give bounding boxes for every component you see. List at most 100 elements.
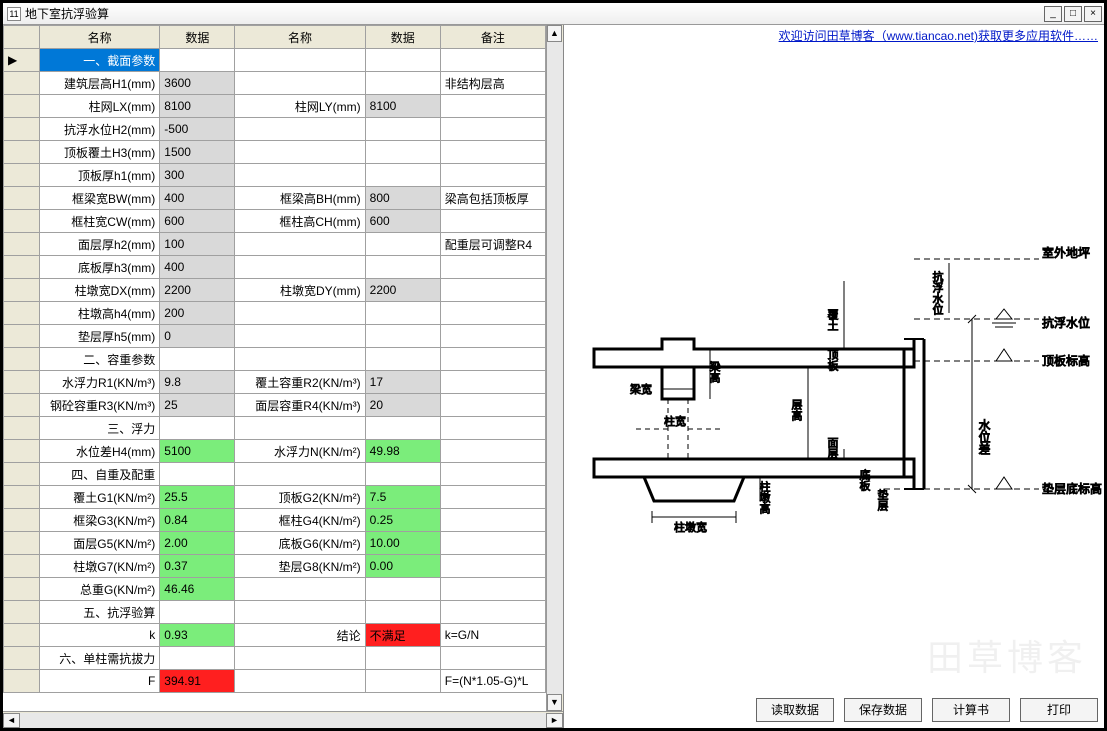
cell-remark[interactable]	[440, 118, 545, 141]
cell-data1[interactable]	[160, 601, 235, 624]
cell-name2[interactable]: 顶板G2(KN/m²)	[235, 486, 365, 509]
table-row[interactable]: 垫层厚h5(mm)0	[4, 325, 546, 348]
table-row[interactable]: 柱墩高h4(mm)200	[4, 302, 546, 325]
cell-data1[interactable]: 394.91	[160, 670, 235, 693]
cell-data2[interactable]	[365, 49, 440, 72]
cell-remark[interactable]	[440, 417, 545, 440]
cell-name2[interactable]	[235, 302, 365, 325]
cell-name1[interactable]: 框梁宽BW(mm)	[40, 187, 160, 210]
cell-remark[interactable]: F=(N*1.05-G)*L	[440, 670, 545, 693]
cell-name2[interactable]	[235, 670, 365, 693]
cell-data2[interactable]	[365, 463, 440, 486]
cell-name2[interactable]	[235, 348, 365, 371]
cell-data2[interactable]: 2200	[365, 279, 440, 302]
table-row[interactable]: 三、浮力	[4, 417, 546, 440]
cell-name1[interactable]: 柱墩G7(KN/m²)	[40, 555, 160, 578]
cell-name1[interactable]: 水浮力R1(KN/m³)	[40, 371, 160, 394]
cell-data1[interactable]: 25.5	[160, 486, 235, 509]
table-row[interactable]: 五、抗浮验算	[4, 601, 546, 624]
cell-data2[interactable]: 49.98	[365, 440, 440, 463]
cell-data1[interactable]	[160, 348, 235, 371]
cell-data1[interactable]: 0.37	[160, 555, 235, 578]
cell-data1[interactable]: 100	[160, 233, 235, 256]
cell-remark[interactable]	[440, 141, 545, 164]
cell-name2[interactable]: 框柱高CH(mm)	[235, 210, 365, 233]
cell-remark[interactable]	[440, 601, 545, 624]
titlebar[interactable]: 11 地下室抗浮验算 _ □ ×	[3, 3, 1104, 25]
cell-name1[interactable]: 面层厚h2(mm)	[40, 233, 160, 256]
table-row[interactable]: ▶一、截面参数	[4, 49, 546, 72]
cell-name2[interactable]	[235, 578, 365, 601]
cell-name2[interactable]: 柱网LY(mm)	[235, 95, 365, 118]
cell-data2[interactable]: 20	[365, 394, 440, 417]
cell-name2[interactable]	[235, 417, 365, 440]
cell-data2[interactable]: 0.00	[365, 555, 440, 578]
scroll-right-icon[interactable]: ►	[546, 713, 563, 728]
cell-name2[interactable]	[235, 647, 365, 670]
cell-name2[interactable]: 框柱G4(KN/m²)	[235, 509, 365, 532]
cell-name2[interactable]	[235, 141, 365, 164]
cell-data1[interactable]: 600	[160, 210, 235, 233]
cell-data2[interactable]: 17	[365, 371, 440, 394]
cell-data2[interactable]	[365, 118, 440, 141]
cell-data1[interactable]: 25	[160, 394, 235, 417]
table-row[interactable]: 钢砼容重R3(KN/m³)25面层容重R4(KN/m³)20	[4, 394, 546, 417]
cell-name1[interactable]: 柱墩高h4(mm)	[40, 302, 160, 325]
table-row[interactable]: 水浮力R1(KN/m³)9.8覆土容重R2(KN/m³)17	[4, 371, 546, 394]
scroll-left-icon[interactable]: ◄	[3, 713, 20, 728]
cell-name1[interactable]: 三、浮力	[40, 417, 160, 440]
cell-name2[interactable]: 框梁高BH(mm)	[235, 187, 365, 210]
col-header-name2[interactable]: 名称	[235, 26, 365, 49]
table-row[interactable]: k0.93结论不满足k=G/N	[4, 624, 546, 647]
table-row[interactable]: 总重G(KN/m²)46.46	[4, 578, 546, 601]
cell-name1[interactable]: 一、截面参数	[40, 49, 160, 72]
cell-remark[interactable]	[440, 463, 545, 486]
cell-data2[interactable]	[365, 233, 440, 256]
cell-name1[interactable]: 总重G(KN/m²)	[40, 578, 160, 601]
cell-data2[interactable]	[365, 578, 440, 601]
cell-data2[interactable]	[365, 256, 440, 279]
table-row[interactable]: 建筑层高H1(mm)3600非结构层高	[4, 72, 546, 95]
table-row[interactable]: 柱网LX(mm)8100柱网LY(mm)8100	[4, 95, 546, 118]
cell-data1[interactable]	[160, 49, 235, 72]
cell-remark[interactable]: 配重层可调整R4	[440, 233, 545, 256]
cell-remark[interactable]	[440, 95, 545, 118]
cell-remark[interactable]	[440, 348, 545, 371]
table-row[interactable]: 顶板厚h1(mm)300	[4, 164, 546, 187]
cell-remark[interactable]	[440, 647, 545, 670]
col-header-data2[interactable]: 数据	[365, 26, 440, 49]
table-row[interactable]: 柱墩G7(KN/m²)0.37垫层G8(KN/m²)0.00	[4, 555, 546, 578]
cell-name2[interactable]: 水浮力N(KN/m²)	[235, 440, 365, 463]
close-button[interactable]: ×	[1084, 6, 1102, 22]
cell-name2[interactable]: 底板G6(KN/m²)	[235, 532, 365, 555]
cell-data1[interactable]: 0.93	[160, 624, 235, 647]
cell-name1[interactable]: 垫层厚h5(mm)	[40, 325, 160, 348]
data-grid[interactable]: 名称 数据 名称 数据 备注 ▶一、截面参数建筑层高H1(mm)3600非结构层…	[3, 25, 546, 693]
cell-data1[interactable]: -500	[160, 118, 235, 141]
cell-name1[interactable]: 二、容重参数	[40, 348, 160, 371]
cell-data1[interactable]: 2200	[160, 279, 235, 302]
cell-data1[interactable]: 9.8	[160, 371, 235, 394]
cell-data1[interactable]: 300	[160, 164, 235, 187]
print-button[interactable]: 打印	[1020, 698, 1098, 722]
cell-remark[interactable]: k=G/N	[440, 624, 545, 647]
cell-data1[interactable]: 1500	[160, 141, 235, 164]
cell-name1[interactable]: 六、单柱需抗拔力	[40, 647, 160, 670]
table-row[interactable]: 四、自重及配重	[4, 463, 546, 486]
table-row[interactable]: 顶板覆土H3(mm)1500	[4, 141, 546, 164]
cell-name2[interactable]	[235, 233, 365, 256]
cell-data1[interactable]: 400	[160, 187, 235, 210]
maximize-button[interactable]: □	[1064, 6, 1082, 22]
cell-name1[interactable]: 顶板覆土H3(mm)	[40, 141, 160, 164]
cell-name1[interactable]: F	[40, 670, 160, 693]
cell-remark[interactable]	[440, 210, 545, 233]
cell-data2[interactable]: 7.5	[365, 486, 440, 509]
cell-remark[interactable]	[440, 509, 545, 532]
table-row[interactable]: 面层厚h2(mm)100 配重层可调整R4	[4, 233, 546, 256]
cell-remark[interactable]: 非结构层高	[440, 72, 545, 95]
cell-remark[interactable]	[440, 325, 545, 348]
table-row[interactable]: 框梁G3(KN/m²)0.84框柱G4(KN/m²)0.25	[4, 509, 546, 532]
cell-name1[interactable]: 框梁G3(KN/m²)	[40, 509, 160, 532]
cell-name2[interactable]	[235, 164, 365, 187]
cell-data1[interactable]: 3600	[160, 72, 235, 95]
